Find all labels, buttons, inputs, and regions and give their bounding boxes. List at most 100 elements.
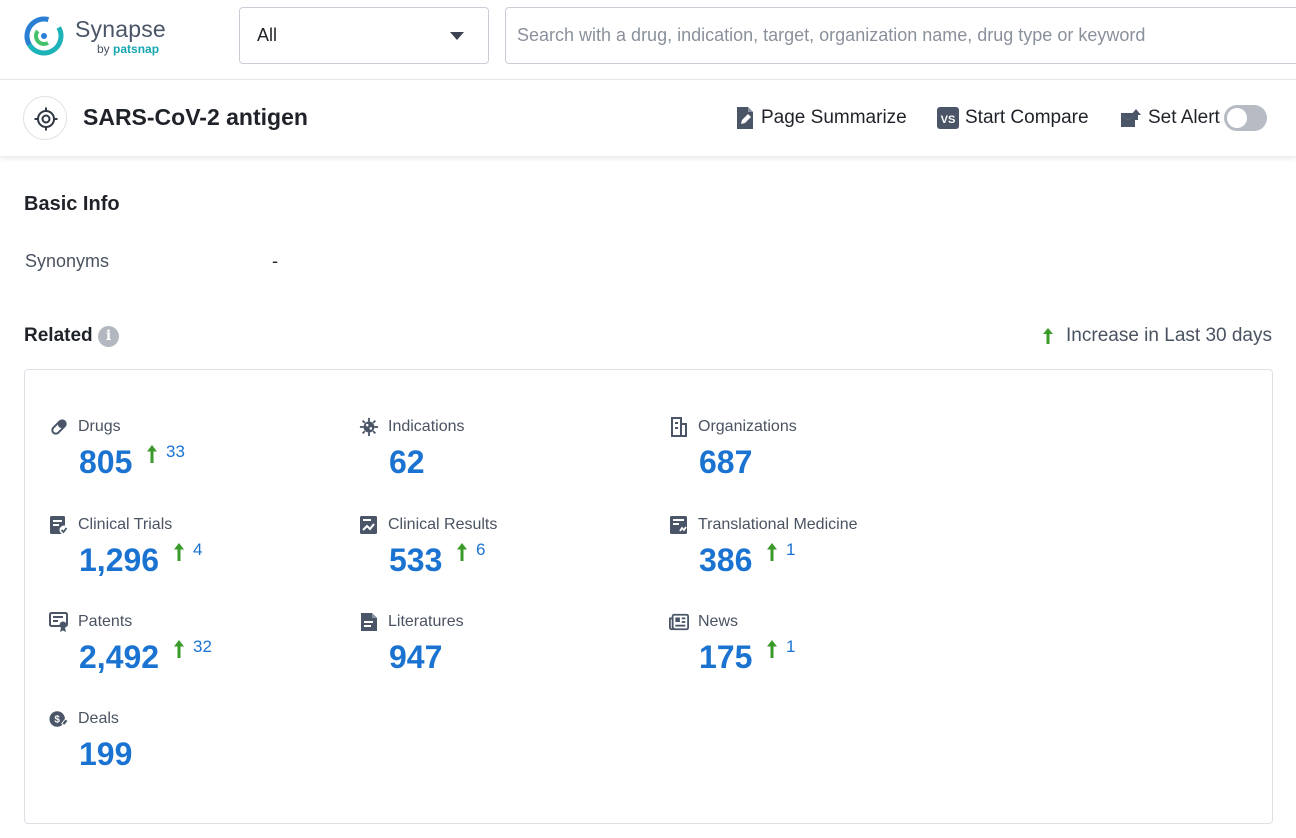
stat-value[interactable]: 2,492 — [79, 639, 159, 676]
stat-label: Indications — [388, 418, 465, 436]
stat-label: Clinical Trials — [78, 516, 172, 534]
stat-value[interactable]: 805 — [79, 444, 132, 481]
stat-label: Organizations — [698, 418, 797, 436]
stat-value[interactable]: 175 — [699, 639, 752, 676]
stat-label: Translational Medicine — [698, 516, 857, 534]
basic-info-title: Basic Info — [24, 193, 120, 216]
svg-text:VS: VS — [941, 114, 956, 126]
page-summarize-label: Page Summarize — [761, 107, 907, 129]
stat-header: Clinical Trials — [49, 514, 172, 536]
stat-increase-value[interactable]: 1 — [786, 540, 795, 560]
clipboard-icon — [49, 515, 69, 535]
page-title: SARS-CoV-2 antigen — [83, 104, 308, 131]
increase-arrow — [173, 542, 185, 567]
stat-label: Deals — [78, 710, 119, 728]
toggle-knob — [1227, 108, 1247, 128]
related-title: Related — [24, 325, 93, 347]
stat-literatures: Literatures 947 — [359, 611, 659, 691]
stat-header: Literatures — [359, 611, 464, 633]
increase-arrow — [766, 542, 778, 567]
synonyms-value: - — [272, 251, 278, 272]
newspaper-icon — [669, 612, 689, 632]
stat-label: Patents — [78, 613, 132, 631]
stat-increase-value[interactable]: 33 — [166, 442, 185, 462]
increase-legend-text: Increase in Last 30 days — [1066, 325, 1272, 347]
target-badge — [23, 96, 67, 140]
stat-increase-value[interactable]: 1 — [786, 637, 795, 657]
stat-value[interactable]: 386 — [699, 542, 752, 579]
increase-arrow — [766, 639, 778, 664]
stat-value[interactable]: 199 — [79, 736, 132, 773]
stat-organizations: Organizations 687 — [669, 416, 969, 496]
stat-clinical-results: Clinical Results 533 6 — [359, 514, 659, 594]
set-alert-button[interactable]: Set Alert — [1120, 105, 1220, 131]
brand-byline: by patsnap — [97, 42, 159, 56]
synapse-logo[interactable]: Synapse by patsnap — [22, 14, 182, 60]
caret-down-icon — [450, 32, 464, 40]
search-scope-select[interactable]: All — [239, 7, 489, 64]
stat-increase: 6 — [456, 540, 485, 567]
increase-arrow — [146, 444, 158, 469]
increase-legend: Increase in Last 30 days — [1042, 325, 1272, 347]
increase-arrow — [173, 639, 185, 664]
stat-header: $ Deals — [49, 708, 119, 730]
increase-arrow — [456, 542, 468, 567]
document-icon — [359, 612, 379, 632]
certificate-icon — [49, 612, 69, 632]
versus-icon: VS — [937, 107, 959, 129]
alert-mail-icon — [1120, 107, 1142, 129]
arrow-up-icon — [766, 639, 778, 659]
stat-value[interactable]: 1,296 — [79, 542, 159, 579]
stat-increase: 4 — [173, 540, 202, 567]
building-icon — [669, 417, 689, 437]
stat-label: Literatures — [388, 613, 464, 631]
start-compare-label: Start Compare — [965, 107, 1089, 129]
stat-header: Organizations — [669, 416, 797, 438]
stat-patents: Patents 2,492 32 — [49, 611, 349, 691]
start-compare-button[interactable]: VS Start Compare — [937, 105, 1089, 131]
stat-increase-value[interactable]: 32 — [193, 637, 212, 657]
stat-value[interactable]: 62 — [389, 444, 425, 481]
stat-header: Drugs — [49, 416, 121, 438]
stat-increase-value[interactable]: 4 — [193, 540, 202, 560]
stat-header: Clinical Results — [359, 514, 497, 536]
synapse-logo-icon — [22, 14, 66, 58]
info-icon[interactable]: i — [98, 326, 119, 347]
title-bar: SARS-CoV-2 antigen Page Summarize VS Sta… — [0, 80, 1296, 157]
synonyms-label: Synonyms — [25, 251, 109, 272]
chart-doc-icon — [359, 515, 379, 535]
stat-value[interactable]: 687 — [699, 444, 752, 481]
brand-by-prefix: by — [97, 42, 110, 56]
stat-label: Clinical Results — [388, 516, 497, 534]
stat-header: Translational Medicine — [669, 514, 857, 536]
svg-text:$: $ — [54, 715, 60, 726]
top-bar: Synapse by patsnap All — [0, 0, 1296, 80]
arrow-up-icon — [456, 542, 468, 562]
stat-increase-value[interactable]: 6 — [476, 540, 485, 560]
stat-clinical-trials: Clinical Trials 1,296 4 — [49, 514, 349, 594]
page-summarize-button[interactable]: Page Summarize — [735, 105, 907, 131]
stat-value[interactable]: 533 — [389, 542, 442, 579]
arrow-up-icon — [173, 542, 185, 562]
report-icon — [669, 515, 689, 535]
stat-header: Indications — [359, 416, 465, 438]
stat-drugs: Drugs 805 33 — [49, 416, 349, 496]
search-input[interactable] — [505, 7, 1296, 64]
pill-icon — [49, 417, 69, 437]
stat-header: Patents — [49, 611, 132, 633]
brand-by-name: patsnap — [113, 42, 159, 56]
stat-header: News — [669, 611, 738, 633]
stat-deals: $ Deals 199 — [49, 708, 349, 788]
related-stats-card: Drugs 805 33 Indications 62 Organizations 687 C… — [24, 369, 1273, 824]
set-alert-label: Set Alert — [1148, 107, 1220, 129]
stat-increase: 1 — [766, 540, 795, 567]
stat-news: News 175 1 — [669, 611, 969, 691]
stat-translational-medicine: Translational Medicine 386 1 — [669, 514, 969, 594]
search-scope-value: All — [257, 25, 277, 46]
stat-increase: 1 — [766, 637, 795, 664]
stat-value[interactable]: 947 — [389, 639, 442, 676]
arrow-up-icon — [1042, 327, 1054, 345]
arrow-up-icon — [146, 444, 158, 464]
set-alert-toggle[interactable] — [1224, 105, 1267, 131]
brand-name: Synapse — [75, 16, 166, 43]
